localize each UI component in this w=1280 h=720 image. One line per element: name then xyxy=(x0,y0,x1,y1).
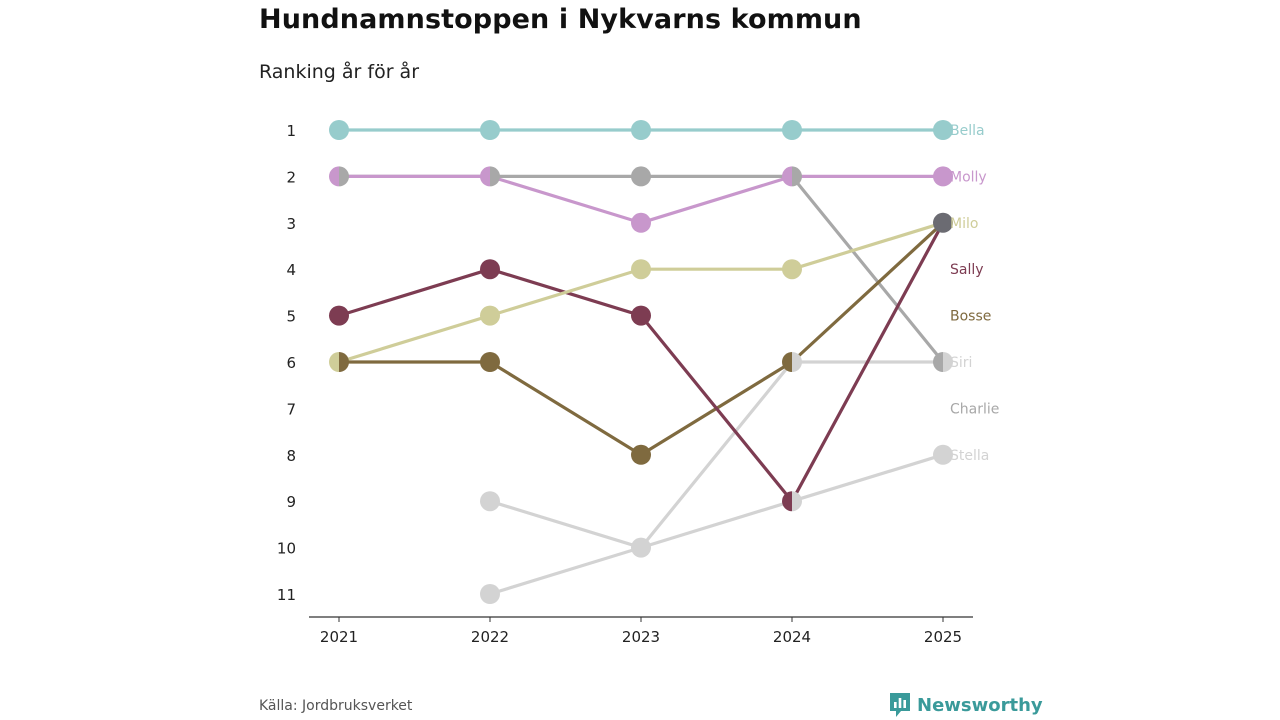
point-milo xyxy=(631,259,651,280)
point-bosse xyxy=(782,352,792,372)
point-siri xyxy=(480,491,500,512)
x-tick-label: 2021 xyxy=(320,628,358,646)
end-label-milo: Milo xyxy=(950,216,978,232)
series-line-milo xyxy=(338,221,944,364)
newsworthy-logo-icon xyxy=(890,693,910,717)
end-label-siri: Siri xyxy=(950,355,972,371)
x-tick-label: 2022 xyxy=(471,628,509,646)
series-line-stella xyxy=(489,453,944,596)
point-tie xyxy=(933,212,953,233)
newsworthy-logo[interactable]: Newsworthy xyxy=(889,692,1043,718)
y-tick-label: 5 xyxy=(286,308,296,326)
y-tick-label: 9 xyxy=(286,493,296,511)
point-charlie xyxy=(792,166,803,187)
point-charlie xyxy=(339,166,349,187)
y-tick-label: 1 xyxy=(286,122,296,140)
x-tick-label: 2023 xyxy=(622,628,660,646)
x-tick-label: 2024 xyxy=(773,628,811,646)
point-bella xyxy=(631,120,651,140)
y-tick-label: 6 xyxy=(286,354,296,372)
end-label-molly: Molly xyxy=(950,169,987,185)
point-siri xyxy=(792,352,802,372)
y-tick-label: 11 xyxy=(277,586,296,604)
y-tick-label: 10 xyxy=(277,540,296,558)
end-label-sally: Sally xyxy=(950,262,984,278)
end-label-charlie: Charlie xyxy=(950,401,999,417)
point-sally xyxy=(782,491,792,512)
end-label-bella: Bella xyxy=(950,123,985,139)
chart-subtitle: Ranking år för år xyxy=(259,61,420,83)
point-bella xyxy=(933,120,953,140)
series-end-labels: Bella Molly Milo Sally Bosse Siri Charlie Stell… xyxy=(950,123,999,464)
end-label-bosse: Bosse xyxy=(950,309,991,325)
point-charlie xyxy=(490,166,500,187)
point-bosse xyxy=(339,352,349,372)
point-sally xyxy=(480,259,500,280)
point-molly xyxy=(782,166,792,187)
series-lines xyxy=(338,128,945,596)
point-molly xyxy=(329,166,339,187)
series-line-siri xyxy=(489,360,943,550)
series-line-bosse xyxy=(339,221,945,457)
y-tick-label: 2 xyxy=(286,168,296,186)
point-molly xyxy=(933,166,953,187)
point-stella xyxy=(641,537,651,558)
point-molly xyxy=(480,166,490,187)
y-tick-label: 8 xyxy=(286,447,296,465)
source-note: Källa: Jordbruksverket xyxy=(259,698,413,714)
point-stella xyxy=(792,491,803,512)
point-milo xyxy=(329,352,339,372)
chart-axes: 2021 2022 2023 2024 2025 1 2 3 4 5 6 7 8 9 10 11 xyxy=(277,122,973,646)
y-tick-label: 4 xyxy=(286,261,296,279)
point-sally xyxy=(329,305,349,326)
point-charlie xyxy=(933,352,943,372)
point-bosse xyxy=(480,352,500,372)
point-bella xyxy=(782,120,802,140)
x-tick-label: 2025 xyxy=(924,628,962,646)
point-stella xyxy=(933,444,953,465)
point-bella xyxy=(480,120,500,140)
point-milo xyxy=(782,259,802,280)
point-sally xyxy=(631,305,651,326)
brand-name: Newsworthy xyxy=(917,694,1043,716)
point-bosse xyxy=(631,444,651,465)
chart-title: Hundnamnstoppen i Nykvarns kommun xyxy=(259,4,862,35)
point-siri xyxy=(631,537,641,558)
end-label-stella: Stella xyxy=(950,448,989,464)
point-stella xyxy=(480,584,500,604)
y-tick-label: 7 xyxy=(286,400,296,418)
point-milo xyxy=(480,305,500,326)
series-points xyxy=(329,120,953,604)
point-bella xyxy=(329,120,349,140)
point-siri xyxy=(943,352,953,372)
point-molly xyxy=(631,212,651,233)
y-tick-label: 3 xyxy=(286,215,296,233)
point-charlie xyxy=(631,166,651,187)
